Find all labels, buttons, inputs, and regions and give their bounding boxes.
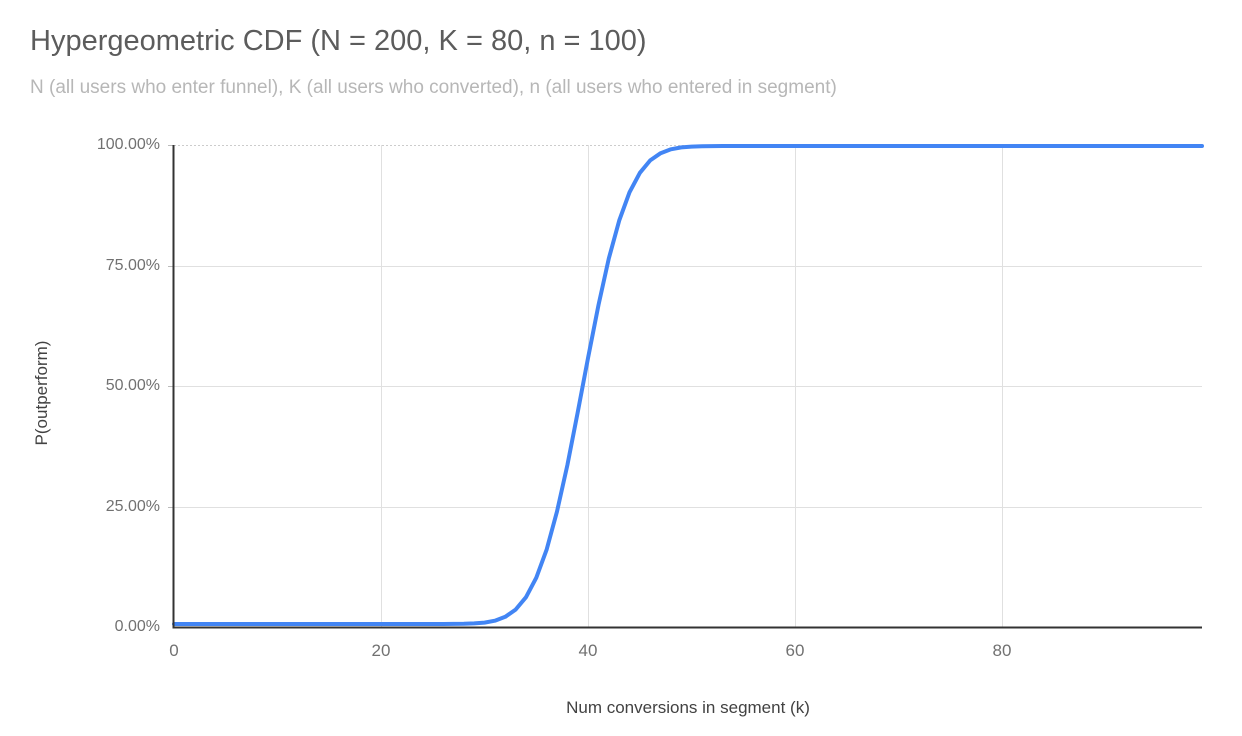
- y-tick-label: 75.00%: [105, 257, 160, 274]
- chart-title: Hypergeometric CDF (N = 200, K = 80, n =…: [30, 25, 647, 57]
- y-tick-label: 100.00%: [96, 136, 160, 153]
- x-tick-label: 60: [785, 641, 805, 660]
- x-tick-label: 20: [371, 641, 391, 660]
- x-tick-label: 40: [578, 641, 598, 660]
- y-tick-label: 0.00%: [114, 618, 160, 635]
- cdf-curve: [172, 144, 1204, 626]
- y-tick-label: 25.00%: [105, 498, 160, 515]
- x-tick-label: 80: [992, 641, 1012, 660]
- chart-subtitle: N (all users who enter funnel), K (all u…: [30, 77, 837, 98]
- x-axis-title: Num conversions in segment (k): [566, 698, 810, 717]
- y-tick-label: 50.00%: [105, 377, 160, 394]
- x-tick-label: 0: [169, 641, 179, 660]
